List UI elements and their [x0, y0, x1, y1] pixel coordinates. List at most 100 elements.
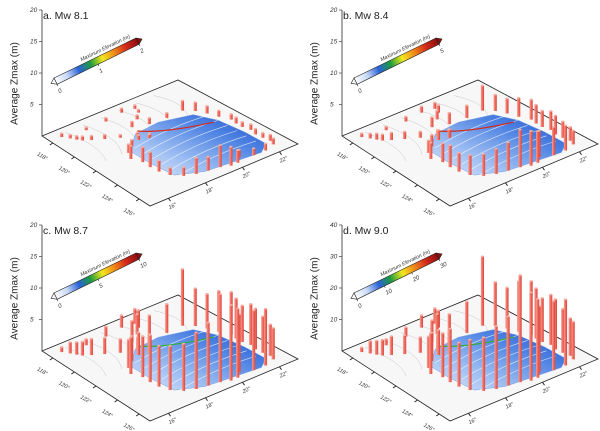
zmax-bar-body: [126, 144, 131, 153]
zmax-bar-top: [505, 97, 509, 100]
longitude-tick-label: 124°: [401, 194, 415, 205]
zmax-bar-top: [193, 287, 197, 290]
zmax-bar: [194, 156, 198, 174]
zmax-bar-body: [157, 345, 161, 387]
zmax-bar-top: [375, 132, 379, 135]
zmax-bar-top: [59, 346, 64, 348]
zmax-bar: [571, 320, 575, 360]
zmax-bar: [165, 111, 169, 118]
zmax-bar-body: [119, 315, 124, 328]
zmax-bar-top: [136, 309, 140, 311]
zmax-bar-body: [141, 336, 145, 378]
zmax-bar: [551, 300, 556, 371]
zmax-bar-body: [465, 301, 469, 333]
z-axis-tick-label: 15: [30, 39, 38, 46]
zmax-bar: [135, 313, 139, 335]
zmax-bar-body: [481, 153, 486, 176]
panel-d-plot: 118° 120° 122° 124° 126° 16° 18° 20° 22° 10 20 30 40…: [329, 222, 599, 431]
latitude-tick-label: 16°: [468, 202, 479, 211]
zmax-bar-top: [84, 126, 88, 128]
zmax-bar: [75, 134, 79, 140]
zmax-bar-body: [130, 320, 134, 343]
zmax-bar-top: [168, 166, 172, 169]
zmax-bar-body: [447, 129, 451, 139]
zmax-bar: [447, 312, 451, 340]
zmax-bar-top: [494, 147, 498, 150]
zmax-bar-top: [251, 309, 256, 312]
zmax-bar-body: [493, 281, 497, 327]
zmax-bar-body: [448, 328, 452, 383]
zmax-bar-body: [563, 125, 568, 151]
zmax-bar: [430, 319, 434, 343]
zmax-bar-body: [368, 340, 372, 354]
zmax-bar: [148, 151, 152, 168]
zmax-bar-top: [218, 144, 222, 147]
zmax-bar: [193, 287, 197, 327]
longitude-tick: [71, 371, 75, 375]
zmax-bar-body: [419, 106, 424, 113]
zmax-bar-top: [447, 312, 451, 315]
zmax-bar-top: [441, 142, 445, 145]
zmax-bar: [536, 298, 540, 378]
latitude-tick-label: 18°: [205, 401, 216, 410]
zmax-bar: [389, 335, 393, 356]
zmax-bar-body: [517, 97, 521, 117]
panel-a-title: a. Mw 8.1: [43, 10, 89, 22]
zmax-bar-top: [529, 291, 533, 294]
zmax-bar-body: [103, 134, 107, 140]
zmax-bar: [103, 133, 107, 140]
longitude-tick: [435, 198, 440, 202]
zmax-bar-body: [59, 347, 64, 353]
zmax-bar-body: [389, 132, 393, 141]
zmax-bar: [136, 108, 140, 113]
zmax-bar-top: [133, 307, 137, 310]
zmax-bar: [205, 292, 209, 329]
latitude-tick-label: 22°: [278, 155, 290, 165]
zmax-bar-top: [218, 293, 222, 295]
zmax-bar-body: [505, 98, 509, 114]
zmax-bar: [517, 96, 521, 117]
zmax-bar: [518, 274, 522, 383]
zmax-bar-top: [465, 104, 469, 107]
zmax-bar: [403, 334, 407, 355]
zmax-bar-body: [251, 310, 256, 371]
longitude-tick-label: 124°: [101, 409, 115, 420]
zmax-bar: [518, 128, 522, 168]
zmax-bar-body: [130, 121, 134, 128]
panel-b-title: b. Mw 8.4: [343, 10, 389, 22]
zmax-bar-body: [261, 132, 265, 138]
zmax-bar-body: [141, 147, 145, 163]
zmax-bar-top: [529, 98, 533, 101]
zmax-bar-top: [389, 335, 393, 338]
zmax-bar: [419, 314, 424, 328]
colorbar-tick: [138, 44, 141, 47]
zmax-bar-body: [261, 316, 265, 353]
zmax-bar-top: [180, 268, 185, 270]
zmax-bar-body: [205, 105, 209, 114]
longitude-tick: [49, 357, 54, 361]
zmax-bar-body: [447, 313, 451, 340]
zmax-bar: [468, 338, 472, 391]
zmax-bar: [571, 129, 575, 145]
zmax-bar-body: [84, 338, 88, 346]
zmax-bar-top: [403, 130, 407, 133]
zmax-bar-top: [141, 335, 145, 338]
zmax-bar-top: [384, 125, 388, 128]
zmax-bar-top: [368, 339, 372, 342]
zmax-bar: [447, 128, 451, 139]
zmax-bar-body: [80, 341, 84, 356]
zmax-bar-top: [468, 338, 472, 341]
zmax-bar-body: [553, 298, 558, 350]
longitude-tick: [392, 170, 397, 174]
zmax-bar-body: [147, 134, 151, 139]
zmax-bar-body: [493, 94, 497, 112]
zmax-bar: [261, 131, 265, 138]
zmax-bar-top: [68, 133, 72, 136]
z-axis-tick-label: 5: [30, 317, 34, 324]
zmax-bar-top: [561, 307, 565, 310]
zmax-bar-top: [84, 338, 88, 340]
colorbar-ramp: [53, 37, 140, 85]
zmax-bar-top: [435, 109, 439, 112]
zmax-bar-body: [553, 115, 558, 135]
z-axis-tick-label: 10: [30, 285, 38, 292]
